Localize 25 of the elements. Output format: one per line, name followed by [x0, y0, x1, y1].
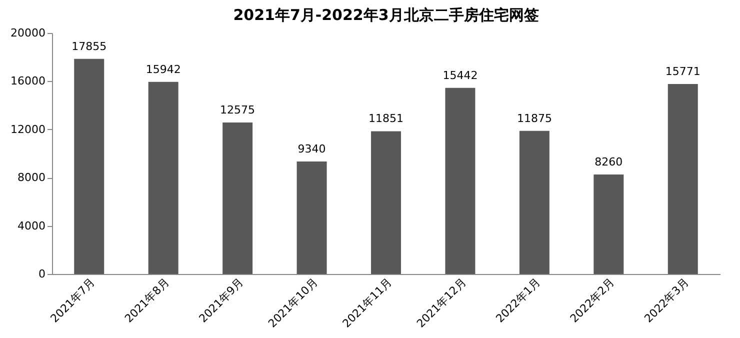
bar — [74, 58, 104, 274]
data-label: 17855 — [72, 40, 107, 53]
bar — [668, 84, 698, 274]
data-label: 12575 — [220, 103, 256, 116]
bar — [296, 161, 327, 274]
data-label: 9340 — [298, 142, 326, 156]
bar — [519, 130, 550, 274]
y-tick-label: 4000 — [18, 219, 46, 232]
bar — [445, 88, 476, 274]
data-label: 11875 — [516, 112, 552, 125]
y-tick-label: 16000 — [10, 74, 46, 88]
data-label: 15771 — [665, 64, 700, 78]
data-label: 15442 — [442, 68, 478, 82]
y-tick-label: 8000 — [18, 171, 46, 184]
data-label: 15942 — [146, 62, 181, 76]
y-tick-label: 0 — [38, 268, 46, 280]
bar — [148, 82, 178, 274]
data-label: 8260 — [594, 155, 623, 168]
bar — [222, 122, 253, 274]
bar — [371, 131, 401, 274]
y-tick-label: 12000 — [10, 122, 46, 136]
data-label: 11851 — [368, 112, 404, 126]
chart-title: 2021年7月-2022年3月北京二手房住宅网签 — [233, 6, 539, 24]
y-tick-label: 20000 — [10, 26, 46, 40]
bar — [594, 174, 624, 274]
